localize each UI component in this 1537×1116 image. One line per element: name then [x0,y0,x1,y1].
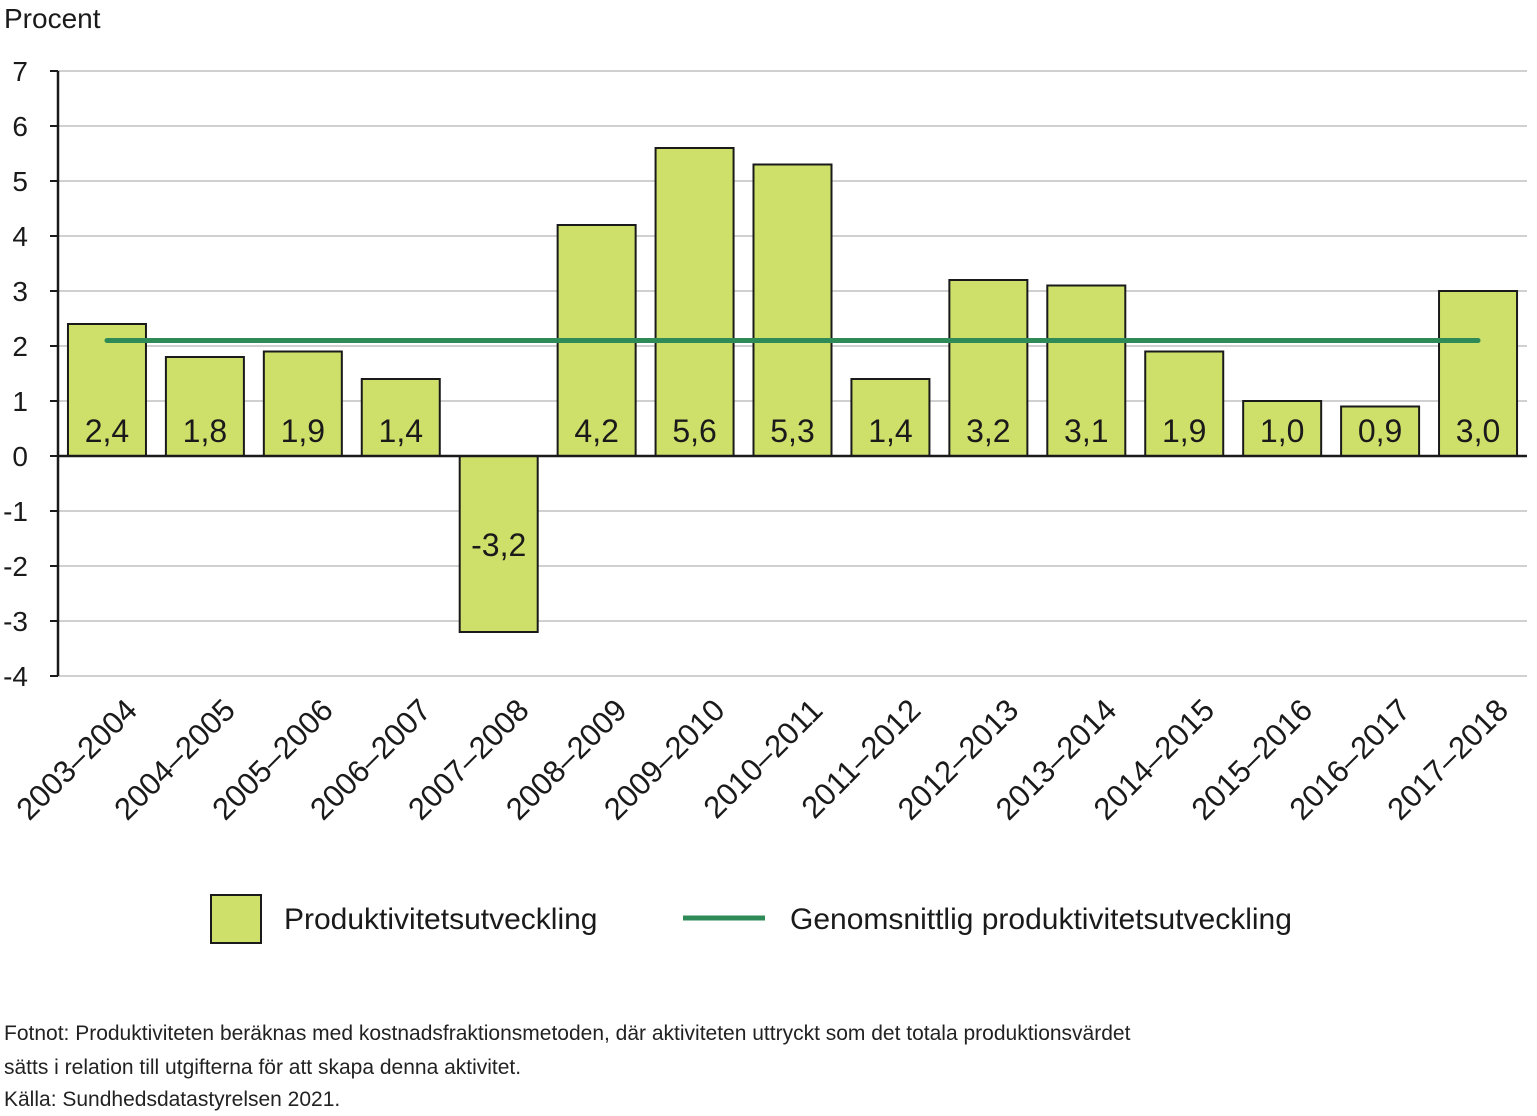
bar [948,279,1029,457]
bar-value-label: 1,4 [868,413,912,449]
footnote-line-1: Fotnot: Produktiviteten beräknas med kos… [4,1022,1131,1045]
bar-value-label: 1,0 [1260,413,1304,449]
x-tick-labels: 2003–20042004–20052005–20062006–20072007… [9,692,1515,826]
bar-value-label: 5,6 [672,413,716,449]
data-labels: 2,4 1,8 1,9 1,4 -3,2 4,2 5,6 5,3 1,4 3,2 3,1 1,9 1,0… [85,413,1501,563]
bar [1144,350,1225,457]
bars [66,147,1519,633]
y-tick-label: 0 [12,441,28,472]
footnote-line-2: sätts i relation till utgifterna för att… [4,1056,522,1079]
y-tick-label: 7 [12,56,28,87]
bar [1438,290,1519,457]
y-tick-label: 2 [12,331,28,362]
bar [654,147,735,457]
bar-value-label: 1,8 [183,413,227,449]
bar-value-label: 0,9 [1358,413,1402,449]
bar [752,163,833,457]
y-tick-label: -2 [3,551,28,582]
chart: Procent 7 6 5 4 3 2 1 0 -1 -2 -3 -4 2003–20042004–2… [3,3,1527,944]
legend-swatch-bar [210,894,262,944]
y-tick-labels: 7 6 5 4 3 2 1 0 -1 -2 -3 -4 [3,56,28,692]
y-tick-label: 6 [12,111,28,142]
bar-value-label: -3,2 [471,527,526,563]
bar [66,323,147,457]
bar-value-label: 1,9 [1162,413,1206,449]
bar-value-label: 1,9 [281,413,325,449]
y-axis-title: Procent [4,3,101,34]
y-tick-label: 4 [12,221,28,252]
bar-value-label: 3,1 [1064,413,1108,449]
bar-value-label: 5,3 [770,413,814,449]
axes [50,70,1527,677]
bar [1340,405,1421,457]
y-tick-label: -3 [3,606,28,637]
bar [458,455,539,633]
bar-value-label: 3,2 [966,413,1010,449]
legend: Produktivitetsutveckling Genomsnittlig p… [210,894,1292,944]
bar-value-label: 4,2 [574,413,618,449]
y-tick-label: 3 [12,276,28,307]
y-tick-label: -4 [3,661,28,692]
bar [850,378,931,457]
bar [360,378,441,457]
legend-label-line: Genomsnittlig produktivitetsutveckling [790,903,1292,936]
legend-label-bar: Produktivitetsutveckling [284,903,597,936]
bar [1242,400,1323,457]
source-note: Källa: Sundhedsdatastyrelsen 2021. [4,1088,341,1111]
y-tick-label: 5 [12,166,28,197]
bar [1046,284,1127,457]
bar [164,356,245,457]
bar-value-label: 2,4 [85,413,129,449]
y-tick-label: 1 [12,386,28,417]
y-tick-label: -1 [3,496,28,527]
bar-value-label: 3,0 [1456,413,1500,449]
bar-value-label: 1,4 [379,413,423,449]
bar [262,350,343,457]
